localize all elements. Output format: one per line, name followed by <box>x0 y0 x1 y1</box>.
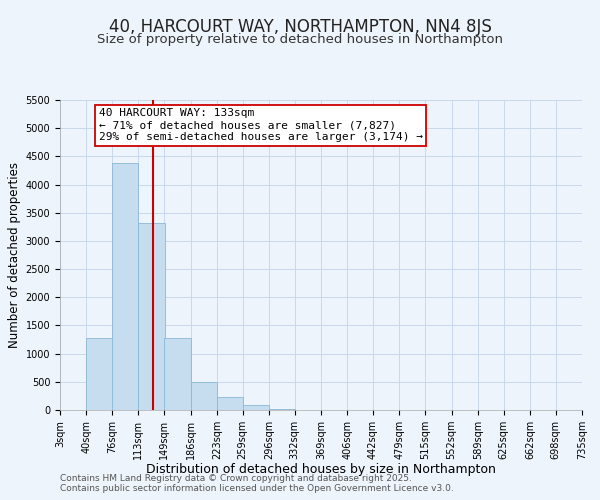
Text: Contains HM Land Registry data © Crown copyright and database right 2025.: Contains HM Land Registry data © Crown c… <box>60 474 412 483</box>
Text: Size of property relative to detached houses in Northampton: Size of property relative to detached ho… <box>97 32 503 46</box>
Bar <box>86 338 113 410</box>
Text: Contains public sector information licensed under the Open Government Licence v3: Contains public sector information licen… <box>60 484 454 493</box>
Bar <box>164 338 191 410</box>
Bar <box>217 397 243 410</box>
Bar <box>242 406 269 410</box>
X-axis label: Distribution of detached houses by size in Northampton: Distribution of detached houses by size … <box>146 464 496 476</box>
Bar <box>191 382 217 410</box>
Text: 40, HARCOURT WAY, NORTHAMPTON, NN4 8JS: 40, HARCOURT WAY, NORTHAMPTON, NN4 8JS <box>109 18 491 36</box>
Bar <box>139 223 165 410</box>
Bar <box>269 408 295 410</box>
Y-axis label: Number of detached properties: Number of detached properties <box>8 162 22 348</box>
Bar <box>112 163 139 410</box>
Text: 40 HARCOURT WAY: 133sqm
← 71% of detached houses are smaller (7,827)
29% of semi: 40 HARCOURT WAY: 133sqm ← 71% of detache… <box>98 108 422 142</box>
